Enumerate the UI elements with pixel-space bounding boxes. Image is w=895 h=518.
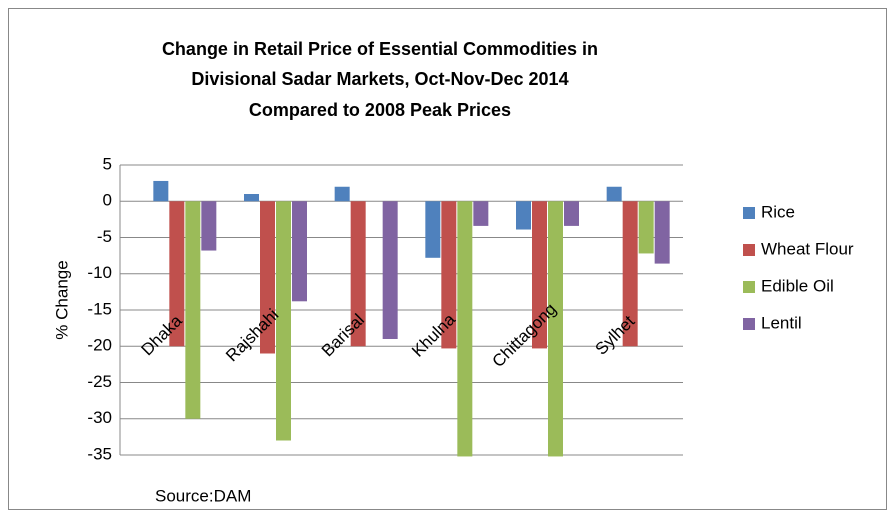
y-tick-label: 5 bbox=[103, 154, 112, 173]
legend-label: Edible Oil bbox=[761, 276, 834, 295]
legend-swatch bbox=[743, 318, 755, 330]
legend-label: Rice bbox=[761, 202, 795, 221]
bar bbox=[532, 201, 547, 349]
bar bbox=[473, 201, 489, 226]
legend-swatch bbox=[743, 244, 755, 256]
bar bbox=[425, 201, 441, 258]
bar bbox=[622, 201, 638, 347]
y-tick-label: -35 bbox=[87, 444, 112, 463]
y-tick-label: -10 bbox=[87, 263, 112, 282]
chart-title: Compared to 2008 Peak Prices bbox=[249, 100, 511, 120]
y-tick-label: -25 bbox=[87, 372, 112, 391]
bar bbox=[564, 201, 579, 226]
chart-title: Divisional Sadar Markets, Oct-Nov-Dec 20… bbox=[191, 69, 568, 89]
bar bbox=[382, 201, 398, 339]
y-axis-label: % Change bbox=[52, 260, 71, 339]
bar bbox=[516, 201, 531, 230]
bar bbox=[169, 201, 185, 347]
bar bbox=[292, 201, 307, 302]
bar bbox=[638, 201, 654, 254]
bar bbox=[276, 201, 291, 441]
bar bbox=[606, 186, 622, 202]
bar bbox=[153, 180, 169, 202]
chart-title: Change in Retail Price of Essential Comm… bbox=[162, 39, 598, 59]
bar bbox=[201, 201, 217, 251]
legend-label: Wheat Flour bbox=[761, 239, 854, 258]
y-tick-label: -30 bbox=[87, 408, 112, 427]
bar bbox=[185, 201, 201, 419]
y-tick-label: -5 bbox=[97, 227, 112, 246]
bar bbox=[260, 201, 275, 354]
source-note: Source:DAM bbox=[155, 486, 251, 505]
bar bbox=[548, 201, 563, 457]
legend-swatch bbox=[743, 207, 755, 219]
y-tick-label: 0 bbox=[103, 191, 112, 210]
y-tick-label: -15 bbox=[87, 299, 112, 318]
bar bbox=[654, 201, 670, 264]
bar bbox=[334, 186, 350, 202]
bar bbox=[441, 201, 457, 349]
bar bbox=[457, 201, 473, 457]
bar bbox=[244, 194, 259, 202]
y-tick-label: -20 bbox=[87, 336, 112, 355]
legend-swatch bbox=[743, 281, 755, 293]
bar bbox=[350, 201, 366, 347]
legend-label: Lentil bbox=[761, 313, 802, 332]
